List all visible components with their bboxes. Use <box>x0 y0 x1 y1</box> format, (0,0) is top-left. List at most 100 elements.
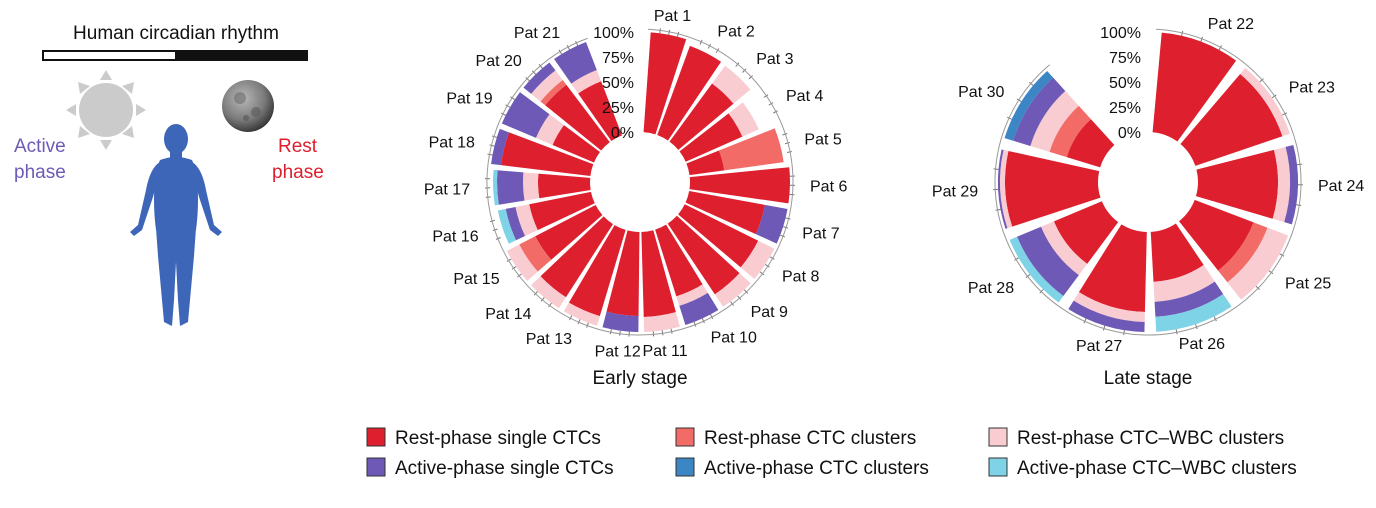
patient-bar <box>1004 70 1115 168</box>
bar-segment-rest-single <box>606 230 640 316</box>
patient-bar <box>1009 201 1119 303</box>
patient-label: Pat 19 <box>446 90 492 107</box>
patient-bar <box>497 191 595 244</box>
bar-segment-rest-single <box>540 216 613 298</box>
bar-segment-rest-single <box>545 84 610 151</box>
rhythm-bar <box>42 50 308 61</box>
bar-segment-rest-wbc <box>714 273 751 307</box>
bar-segment-active-wbc <box>493 169 499 206</box>
rim-tick <box>786 151 793 154</box>
patient-label: Pat 12 <box>595 344 641 361</box>
rim-tick <box>1102 325 1106 331</box>
active-phase-label: Active phase <box>14 136 66 183</box>
rim-tick <box>586 322 589 328</box>
scale-tick-label: 50% <box>602 75 634 92</box>
rim-tick <box>670 328 673 334</box>
rim-tick <box>742 68 747 73</box>
patient-bar <box>1195 144 1298 225</box>
patient-bar <box>493 169 591 206</box>
patient-bar <box>563 225 626 326</box>
patient-bar <box>997 149 1101 229</box>
patient-bar <box>678 204 775 279</box>
rest-phase-label: Rest phase <box>272 136 324 183</box>
legend-item: Active-phase CTC–WBC clusters <box>988 457 1297 479</box>
bar-segment-rest-single <box>641 230 676 317</box>
bar-segment-active-single <box>997 149 1008 229</box>
rim-tick <box>533 291 538 296</box>
legend-swatch <box>366 427 386 447</box>
bar-segment-rest-single <box>578 81 622 142</box>
patient-label: Pat 10 <box>711 330 757 347</box>
rim-tick <box>1175 329 1178 335</box>
rim-tick <box>677 31 680 37</box>
patient-bar <box>554 42 622 142</box>
bar-segment-rest-single <box>686 150 725 176</box>
patient-label: Pat 18 <box>429 134 475 151</box>
rim-tick <box>511 266 517 270</box>
bar-segment-active-single <box>1016 226 1079 297</box>
patient-label: Pat 5 <box>804 132 841 149</box>
patient-bar <box>523 62 610 151</box>
bar-segment-rest-clusters <box>1049 105 1091 158</box>
bar-segment-rest-single <box>1053 201 1119 264</box>
bar-segment-rest-single <box>535 205 603 260</box>
rim-tick <box>1016 98 1022 103</box>
patient-label: Pat 11 <box>643 343 688 360</box>
bar-segment-active-single <box>1068 300 1145 332</box>
legend-label: Rest-phase CTC–WBC clusters <box>1017 428 1284 449</box>
scale-tick-label: 100% <box>1100 25 1141 42</box>
bar-segment-active-single <box>501 92 550 138</box>
rhythm-bar-day <box>42 50 177 61</box>
patient-bar <box>655 224 719 325</box>
rim-tick <box>487 153 493 156</box>
rim-tick <box>730 301 734 306</box>
rim-tick <box>668 29 671 35</box>
legend-label: Active-phase single CTCs <box>395 458 614 479</box>
patient-bar <box>1150 223 1232 332</box>
scale-tick-label: 75% <box>602 50 634 67</box>
bar-segment-active-single <box>496 170 525 205</box>
bar-segment-rest-wbc <box>740 240 775 279</box>
patient-label: Pat 24 <box>1318 178 1364 195</box>
bar-segment-active-single <box>755 204 788 244</box>
patient-label: Pat 7 <box>802 226 839 243</box>
patient-bar <box>669 65 751 150</box>
bar-segment-rest-single <box>667 215 740 295</box>
bar-segment-rest-clusters <box>718 128 784 171</box>
rim-tick <box>540 297 545 302</box>
patient-bar <box>667 215 751 307</box>
legend-swatch <box>988 457 1008 477</box>
patient-bar <box>1180 67 1290 166</box>
bar-segment-rest-wbc <box>1272 146 1291 223</box>
bar-segment-rest-wbc <box>563 302 600 326</box>
bar-segment-rest-wbc <box>999 149 1013 229</box>
bar-segment-active-single <box>602 311 639 332</box>
bar-segment-rest-wbc <box>515 204 538 237</box>
rim-tick <box>569 315 573 321</box>
rim-tick <box>492 228 498 232</box>
patient-bar <box>602 230 640 332</box>
bar-segment-rest-single <box>1004 150 1101 227</box>
patient-bar <box>491 128 594 176</box>
patient-bar <box>643 32 687 135</box>
rim-tick <box>782 132 788 136</box>
patient-label: Pat 20 <box>476 53 522 70</box>
patient-label: Pat 16 <box>432 228 478 245</box>
scale-tick-label: 50% <box>1109 75 1141 92</box>
legend-swatch <box>988 427 1008 447</box>
patient-label: Pat 9 <box>751 304 788 321</box>
bar-segment-active-single <box>505 206 526 241</box>
bar-segment-rest-wbc <box>1040 221 1088 276</box>
rim-tick <box>566 44 570 50</box>
legend-item: Rest-phase CTC clusters <box>675 427 916 449</box>
legend-label: Rest-phase CTC clusters <box>704 428 916 449</box>
patient-bar <box>679 102 759 162</box>
patient-label: Pat 27 <box>1076 338 1122 355</box>
patient-label: Pat 23 <box>1289 80 1335 97</box>
bar-segment-rest-wbc <box>1030 90 1079 152</box>
rim-tick <box>1218 45 1222 51</box>
scale-tick-label: 25% <box>1109 100 1141 117</box>
rim-tick <box>748 75 753 80</box>
rim-tick <box>743 289 749 294</box>
